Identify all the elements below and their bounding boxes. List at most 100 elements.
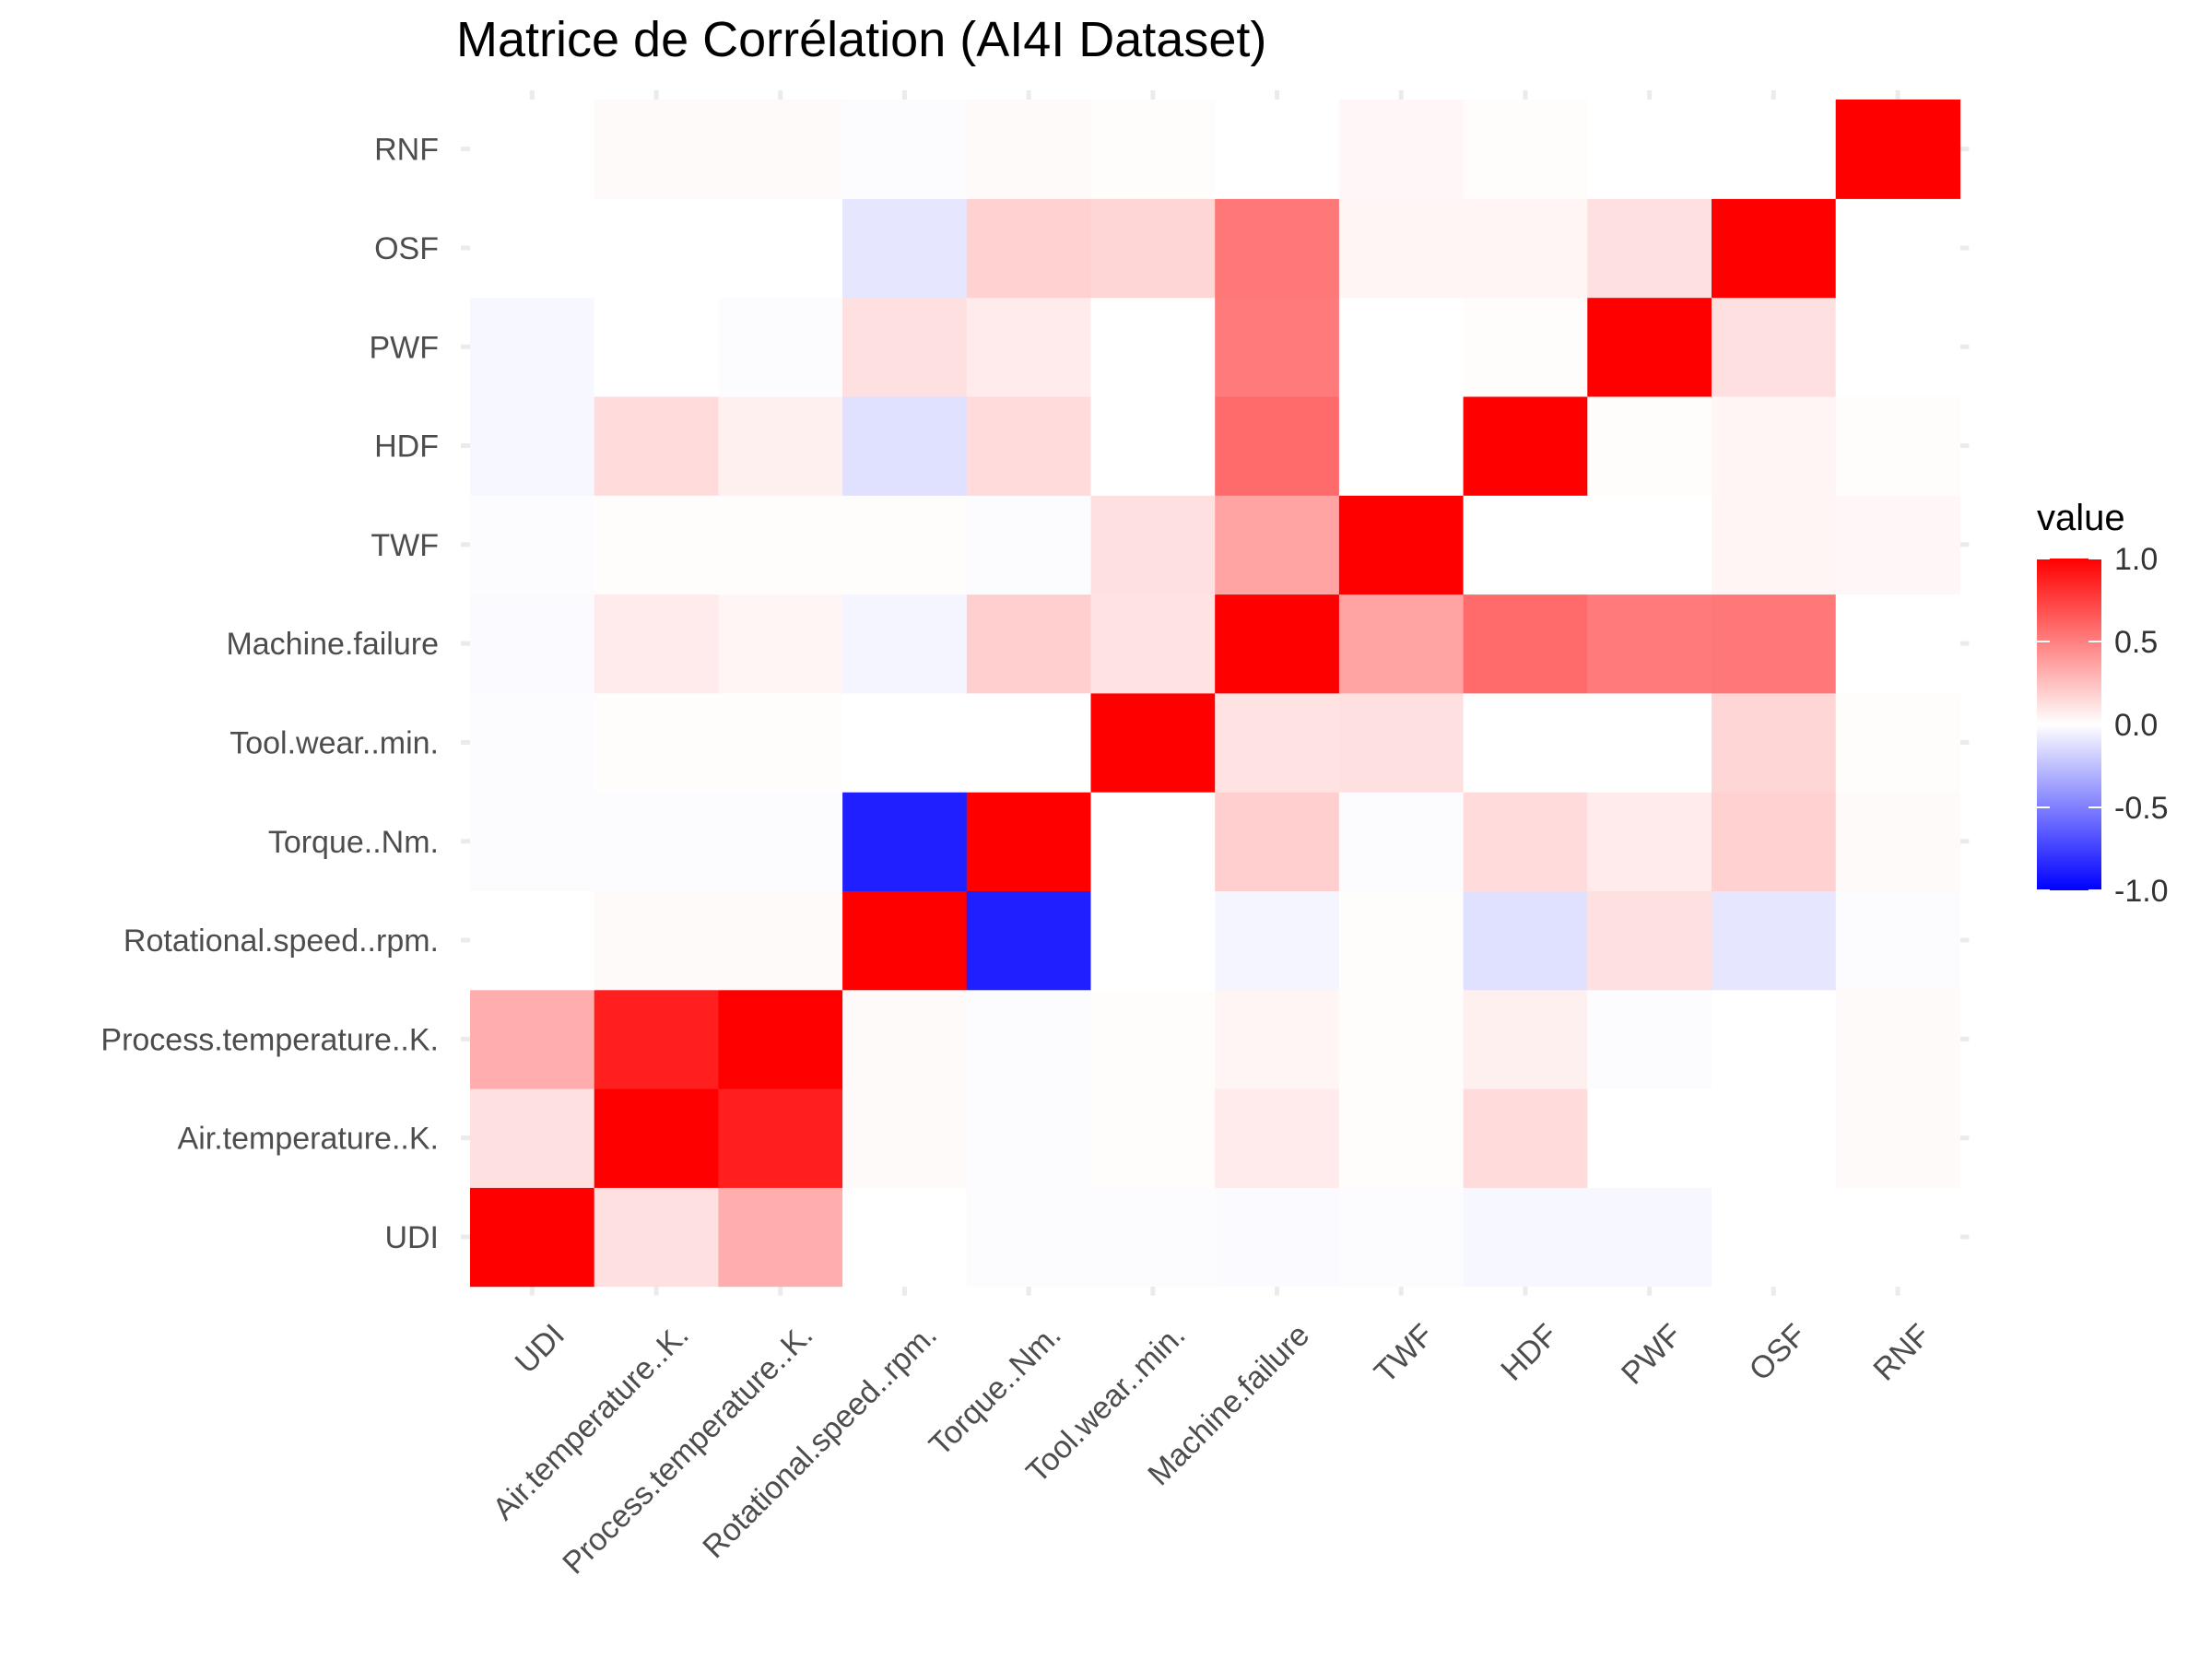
heatmap-cell	[1090, 594, 1216, 694]
heatmap-cell	[718, 198, 843, 299]
heatmap-cell	[594, 198, 719, 299]
heatmap-cell	[1587, 100, 1712, 199]
heatmap-cell	[470, 692, 595, 793]
x-tick-label: OSF	[1743, 1317, 1813, 1387]
heatmap-cell	[1835, 1088, 1960, 1188]
heatmap-cell	[1463, 594, 1588, 694]
heatmap-cell	[718, 100, 843, 199]
heatmap-cell	[1587, 395, 1712, 496]
heatmap-cell	[1835, 692, 1960, 793]
heatmap-cell	[842, 692, 968, 793]
heatmap-cell	[718, 692, 843, 793]
heatmap-cell	[1835, 198, 1960, 299]
heatmap-cell	[1090, 1088, 1216, 1188]
heatmap-cell	[1835, 495, 1960, 595]
heatmap-cell	[594, 495, 719, 595]
heatmap-cell	[1587, 989, 1712, 1089]
heatmap-cell	[966, 1187, 1092, 1288]
heatmap-cell	[1215, 890, 1340, 991]
heatmap-cell	[842, 1088, 968, 1188]
heatmap-cell	[1587, 297, 1712, 397]
heatmap-cell	[1215, 1088, 1340, 1188]
heatmap-cell	[1463, 495, 1588, 595]
heatmap-cell	[718, 989, 843, 1089]
y-tick-label: PWF	[369, 330, 439, 365]
heatmap-cell	[1338, 198, 1465, 299]
heatmap-cell	[470, 989, 595, 1089]
heatmap-cell	[1215, 395, 1340, 496]
heatmap-cell	[1712, 100, 1837, 199]
heatmap-cell	[1587, 890, 1712, 991]
heatmap-cell	[1215, 594, 1340, 694]
heatmap-cell	[1587, 198, 1712, 299]
heatmap-cell	[1215, 692, 1340, 793]
y-tick-label: Air.temperature..K.	[178, 1122, 439, 1157]
heatmap-cell	[1463, 198, 1588, 299]
heatmap-cell	[1338, 989, 1465, 1089]
heatmap-cell	[842, 1187, 968, 1288]
legend-tick-label: -0.5	[2114, 791, 2169, 826]
heatmap-cell	[842, 495, 968, 595]
heatmap-cell	[966, 692, 1092, 793]
y-tick-label: HDF	[374, 429, 439, 465]
heatmap-cell	[1338, 890, 1465, 991]
heatmap-cell	[1587, 1088, 1712, 1188]
heatmap-cell	[842, 890, 968, 991]
heatmap-cell	[1338, 1187, 1465, 1288]
heatmap-cell	[718, 297, 843, 397]
heatmap-cell	[718, 395, 843, 496]
heatmap-cell	[1090, 395, 1216, 496]
legend-tick-label: 0.5	[2114, 625, 2158, 660]
heatmap-cell	[1338, 792, 1465, 891]
heatmap-cell	[1215, 198, 1340, 299]
heatmap-cell	[1463, 989, 1588, 1089]
x-tick-label: UDI	[509, 1317, 571, 1380]
heatmap-cell	[1712, 297, 1837, 397]
heatmap-cell	[1587, 692, 1712, 793]
heatmap-cell	[594, 1187, 719, 1288]
heatmap-cell	[1712, 594, 1837, 694]
heatmap-cell	[1090, 890, 1216, 991]
heatmap-cell	[470, 1187, 595, 1288]
heatmap-cell	[1338, 395, 1465, 496]
x-tick-label: Process.temperature..K.	[556, 1317, 819, 1581]
heatmap-cell	[1835, 989, 1960, 1089]
heatmap-cell	[718, 890, 843, 991]
heatmap-cell	[966, 395, 1092, 496]
heatmap-cell	[470, 100, 595, 199]
heatmap-cell	[1712, 989, 1837, 1089]
y-axis-tick-labels: UDI Air.temperature..K. Process.temperatur…	[100, 133, 439, 1255]
heatmap-cell	[594, 594, 719, 694]
heatmap-cell	[470, 890, 595, 991]
heatmap-cell	[1215, 1187, 1340, 1288]
heatmap-cell	[1090, 198, 1216, 299]
legend-ticks: 1.0 0.5 0.0 -0.5 -1.0	[2037, 542, 2169, 909]
heatmap-cell	[1835, 100, 1960, 199]
heatmap-cell	[1835, 890, 1960, 991]
heatmap-cell	[966, 989, 1092, 1089]
heatmap-cell	[718, 495, 843, 595]
heatmap-cell	[842, 100, 968, 199]
x-tick-label: PWF	[1615, 1317, 1688, 1391]
heatmap-cell	[966, 100, 1092, 199]
heatmap-cell	[470, 792, 595, 891]
heatmap-cell	[1215, 297, 1340, 397]
heatmap-cell	[594, 297, 719, 397]
heatmap-cell	[1835, 792, 1960, 891]
heatmap-cell	[470, 297, 595, 397]
legend-title: value	[2037, 498, 2125, 538]
heatmap-cell	[1712, 395, 1837, 496]
y-tick-label: Torque..Nm.	[268, 825, 439, 860]
heatmap-cell	[1090, 692, 1216, 793]
heatmap-cell	[594, 1088, 719, 1188]
heatmap-cell	[1712, 495, 1837, 595]
heatmap-cell	[842, 594, 968, 694]
heatmap-cell	[842, 297, 968, 397]
heatmap-cell	[470, 198, 595, 299]
heatmap-cell	[1712, 890, 1837, 991]
heatmap-cell	[966, 792, 1092, 891]
heatmap-cell	[594, 395, 719, 496]
legend-tick-label: 1.0	[2114, 542, 2158, 577]
heatmap-cell	[718, 1088, 843, 1188]
